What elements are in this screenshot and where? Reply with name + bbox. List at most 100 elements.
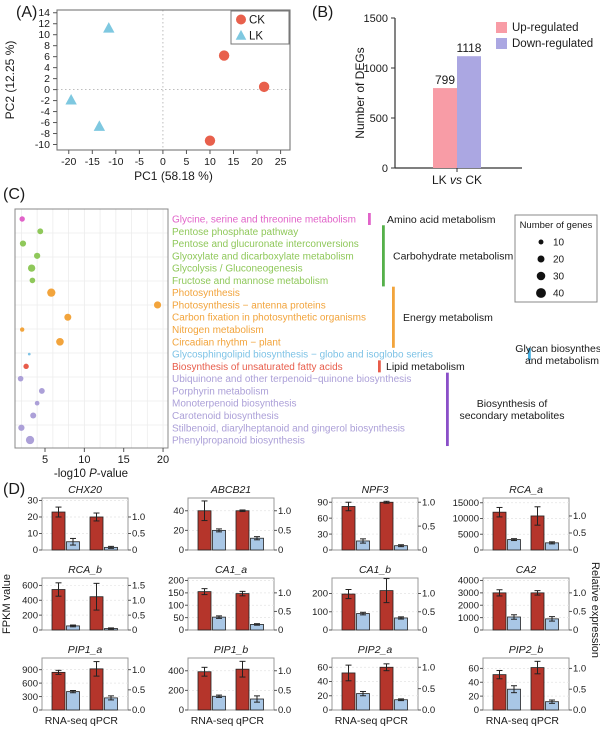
gene-subplot-PIP2_b: PIP2_b 0 20 40 60 0.0 0.5 1.0 RNA-seq qPCR	[468, 644, 586, 727]
size-legend-dot	[536, 271, 546, 281]
right-tick-label: 0.5	[422, 521, 435, 532]
left-tick-label: 20	[27, 512, 38, 523]
left-tick-label: 100	[168, 600, 184, 611]
x-tick-label: 5	[42, 454, 48, 466]
right-tick-label: 1.5	[132, 581, 145, 592]
left-tick-label: 10000	[453, 514, 479, 525]
pathway-dot	[37, 228, 44, 235]
group-bar	[392, 286, 395, 348]
right-tick-label: 0.5	[422, 607, 435, 618]
group-label: Energy metabolism	[403, 312, 493, 324]
right-tick-label: 1.0	[132, 595, 145, 606]
pathway-label: Circadian rhythm − plant	[172, 337, 281, 348]
left-tick-label: 40	[468, 677, 479, 688]
gene-title: CA1_b	[359, 564, 391, 576]
x-tick-label: 5	[184, 156, 190, 168]
pathway-label: Glycolysis / Gluconeogenesis	[172, 264, 303, 275]
left-tick-label: 40	[317, 677, 328, 688]
group-label-line1: Biosynthesis of	[477, 398, 548, 410]
pathway-dot	[34, 252, 41, 259]
right-tick-label: 1.0	[132, 512, 145, 523]
bar	[212, 616, 226, 631]
gene-subplot-RCA_b: RCA_b 0 200 400 600 0 0.5 1.0 1.5	[22, 564, 145, 636]
left-tick-label: 3000	[458, 588, 479, 599]
pathway-dot	[18, 424, 25, 431]
plot-border	[14, 208, 169, 449]
legend-label-1: Down-regulated	[512, 38, 593, 50]
x-tick-label: 20	[251, 156, 263, 168]
point-LK	[103, 22, 115, 33]
left-tick-label: 0	[33, 545, 38, 556]
pathway-label: Biosynthesis of unsaturated fatty acids	[172, 362, 343, 373]
right-tick-label: 0.0	[573, 705, 586, 716]
y-tick-label: 1500	[364, 13, 388, 25]
y-tick-label: -8	[41, 128, 50, 140]
pathway-label: Monoterpenoid biosynthesis	[172, 399, 297, 410]
x-tick-label: 15	[118, 454, 130, 466]
left-tick-label: 0	[474, 705, 479, 716]
right-tick-label: 0.5	[278, 686, 291, 697]
gene-subplot-NPF3: NPF3 0 30 60 90 0 0.5 1.0	[317, 484, 435, 556]
right-tick-label: 0	[278, 625, 283, 636]
pathway-dot	[153, 301, 162, 309]
left-tick-label: 30	[27, 496, 38, 507]
gene-title: RCA_a	[509, 484, 543, 496]
right-tick-label: 1.0	[278, 588, 291, 599]
bar	[51, 671, 66, 711]
y-tick-label: 12	[38, 18, 50, 30]
point-CK	[204, 135, 216, 146]
pathway-dot	[27, 352, 31, 356]
bar	[235, 510, 250, 551]
bar	[341, 593, 356, 631]
gene-subplot-CHX20: CHX20 0 10 20 30 0 0.5 1.0	[27, 484, 145, 556]
legend-swatch-0	[496, 22, 507, 33]
group-label-line2: secondary metabolites	[459, 410, 564, 422]
pathway-dot	[19, 327, 25, 332]
left-axis-title: FPKM value	[1, 574, 13, 634]
category-qpcr: qPCR	[236, 715, 264, 727]
legend-label-lk: LK	[249, 31, 263, 43]
left-tick-label: 50	[173, 613, 184, 624]
bar	[212, 529, 226, 551]
size-legend-dot	[538, 239, 544, 245]
pathway-label: Pentose and glucuronate interconversions	[172, 239, 359, 250]
x-tick-label: 10	[204, 156, 216, 168]
right-tick-label: 0.5	[278, 607, 291, 618]
bar	[197, 591, 212, 631]
y-tick-label: 6	[44, 51, 50, 63]
category-rna-seq: RNA-seq	[486, 715, 529, 727]
bar	[379, 666, 394, 711]
point-CK	[218, 50, 230, 61]
x-tick-label: -15	[85, 156, 100, 168]
x-tick-label: 15	[228, 156, 240, 168]
right-tick-label: 0.5	[422, 684, 435, 695]
pathway-label: Glycosphingolipid biosynthesis − globo a…	[172, 350, 433, 361]
right-tick-label: 1.0	[573, 511, 586, 522]
deg-bar-chart: 0 500 1000 1500 Number of DEGs 799 1118 LK vs C…	[353, 13, 593, 187]
group-label: Amino acid metabolism	[387, 214, 496, 226]
gene-expression-grid: CHX20010203000.51.0ABCB210204000.51.0NPF…	[1, 484, 600, 727]
right-tick-label: 1.0	[422, 497, 435, 508]
pathway-label: Fructose and mannose metabolism	[172, 276, 328, 287]
right-tick-label: 0.5	[278, 526, 291, 537]
group-label-line1: Glycan biosynthesis	[515, 343, 600, 355]
y-tick-label: 0	[382, 163, 388, 175]
left-tick-label: 200	[168, 686, 184, 697]
panel-a-label: (A)	[16, 4, 38, 21]
legend-marker-ck	[236, 14, 246, 25]
left-tick-label: 0	[323, 625, 328, 636]
bar	[507, 539, 521, 551]
pathway-dot	[17, 375, 24, 382]
left-tick-label: 200	[168, 576, 184, 587]
x-tick-label: -20	[61, 156, 76, 168]
bar	[51, 511, 66, 551]
gene-title: CA1_a	[215, 564, 247, 576]
right-tick-label: 0.5	[132, 529, 145, 540]
plot-border	[56, 9, 291, 151]
legend-label-0: Up-regulated	[512, 22, 578, 34]
y-tick-label: -2	[41, 95, 50, 107]
right-tick-label: 1.0	[573, 588, 586, 599]
